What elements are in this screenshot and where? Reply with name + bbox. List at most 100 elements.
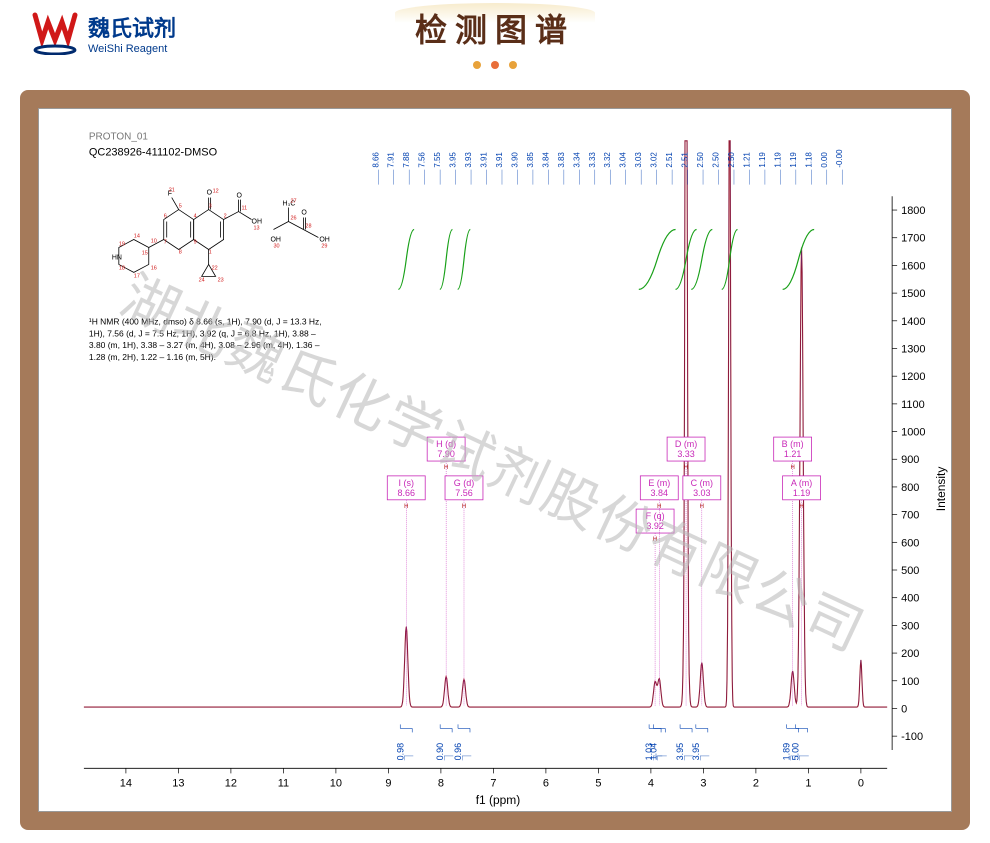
svg-text:1300: 1300 — [901, 343, 925, 355]
svg-text:7.55: 7.55 — [433, 152, 442, 168]
svg-text:A (m): A (m) — [791, 478, 812, 488]
svg-text:HN: HN — [112, 254, 122, 261]
svg-text:22: 22 — [212, 265, 218, 271]
svg-text:H: H — [790, 465, 794, 471]
svg-text:600: 600 — [901, 537, 919, 549]
svg-text:3.93: 3.93 — [464, 152, 473, 168]
svg-text:1100: 1100 — [901, 399, 925, 411]
svg-text:4: 4 — [194, 214, 197, 220]
svg-text:⏋: ⏋ — [461, 751, 472, 760]
title-dots — [415, 61, 575, 69]
svg-text:300: 300 — [901, 620, 919, 632]
logo-name-en: WeiShi Reagent — [88, 43, 176, 55]
svg-text:2.51: 2.51 — [681, 152, 690, 168]
logo-mark — [30, 10, 80, 55]
svg-text:E (m): E (m) — [648, 478, 670, 488]
svg-text:13: 13 — [254, 226, 260, 232]
x-axis-label: f1 (ppm) — [476, 793, 521, 807]
svg-text:7: 7 — [164, 239, 167, 245]
svg-text:12: 12 — [225, 777, 237, 789]
svg-text:-0.00: -0.00 — [835, 149, 844, 168]
svg-text:F (q): F (q) — [646, 511, 665, 521]
svg-text:3.32: 3.32 — [603, 152, 612, 168]
svg-text:1.21: 1.21 — [784, 449, 801, 459]
svg-text:19: 19 — [119, 241, 125, 247]
svg-text:29: 29 — [321, 243, 327, 249]
svg-text:G (d): G (d) — [454, 478, 474, 488]
svg-text:3.83: 3.83 — [557, 152, 566, 168]
svg-text:5: 5 — [179, 204, 182, 210]
svg-text:6: 6 — [543, 777, 549, 789]
svg-text:H: H — [700, 504, 704, 510]
svg-text:21: 21 — [169, 188, 175, 194]
svg-text:3.34: 3.34 — [572, 152, 581, 168]
svg-text:27: 27 — [290, 199, 296, 205]
svg-text:1600: 1600 — [901, 260, 925, 272]
svg-text:⏋: ⏋ — [799, 751, 810, 760]
svg-text:800: 800 — [901, 482, 919, 494]
svg-text:H: H — [684, 465, 688, 471]
svg-text:500: 500 — [901, 565, 919, 577]
svg-text:4: 4 — [648, 777, 654, 789]
svg-text:24: 24 — [199, 277, 205, 283]
svg-text:O: O — [301, 210, 307, 217]
svg-text:H (d): H (d) — [436, 439, 456, 449]
svg-text:2.50: 2.50 — [696, 152, 705, 168]
svg-text:900: 900 — [901, 454, 919, 466]
svg-text:200: 200 — [901, 648, 919, 660]
dot-icon — [491, 61, 499, 69]
svg-text:H: H — [404, 504, 408, 510]
svg-text:6: 6 — [164, 214, 167, 220]
svg-text:7.90: 7.90 — [437, 449, 454, 459]
svg-text:0: 0 — [901, 703, 907, 715]
svg-text:OH: OH — [270, 236, 280, 243]
svg-text:14: 14 — [134, 233, 140, 239]
svg-text:1000: 1000 — [901, 427, 925, 439]
svg-text:2: 2 — [753, 777, 759, 789]
svg-text:⏋: ⏋ — [403, 751, 414, 760]
svg-text:3.03: 3.03 — [634, 152, 643, 168]
molecule-structure: F O O OH HN O OH H₃C OH 546 793 218 1113… — [112, 188, 330, 284]
svg-text:3.92: 3.92 — [646, 521, 663, 531]
svg-text:2.50: 2.50 — [712, 152, 721, 168]
svg-text:0.00: 0.00 — [820, 152, 829, 168]
header: 魏氏试剂 WeiShi Reagent 检测图谱 — [0, 0, 990, 80]
svg-text:12: 12 — [213, 189, 219, 195]
svg-text:100: 100 — [901, 676, 919, 688]
chart-frame-outer: 湖北魏氏化学试剂股份有限公司 PROTON_01 QC238926-411102… — [20, 90, 970, 830]
svg-text:3.90: 3.90 — [510, 152, 519, 168]
svg-text:5: 5 — [595, 777, 601, 789]
svg-text:10: 10 — [151, 238, 157, 244]
svg-text:D (m): D (m) — [675, 439, 697, 449]
svg-text:23: 23 — [218, 277, 224, 283]
svg-text:0: 0 — [858, 777, 864, 789]
svg-text:⏋: ⏋ — [656, 751, 667, 760]
svg-text:-100: -100 — [901, 731, 923, 743]
svg-text:17: 17 — [134, 273, 140, 279]
svg-text:3: 3 — [700, 777, 706, 789]
svg-text:400: 400 — [901, 593, 919, 605]
svg-text:3.80 (m, 1H), 3.38 – 3.27 (m,: 3.80 (m, 1H), 3.38 – 3.27 (m, 4H), 3.08 … — [89, 340, 320, 350]
svg-text:7: 7 — [490, 777, 496, 789]
svg-text:1: 1 — [805, 777, 811, 789]
svg-text:1200: 1200 — [901, 371, 925, 383]
svg-text:14: 14 — [120, 777, 132, 789]
svg-text:¹H NMR (400 MHz, dmso) δ 8.66: ¹H NMR (400 MHz, dmso) δ 8.66 (s, 1H), 7… — [89, 316, 322, 326]
svg-text:30: 30 — [273, 243, 279, 249]
svg-text:O: O — [237, 193, 243, 200]
svg-text:3.84: 3.84 — [541, 152, 550, 168]
svg-text:1.19: 1.19 — [758, 152, 767, 168]
svg-text:3.04: 3.04 — [619, 152, 628, 168]
svg-text:1700: 1700 — [901, 233, 925, 245]
svg-text:7.56: 7.56 — [455, 488, 472, 498]
svg-text:15: 15 — [142, 250, 148, 256]
svg-text:1.18: 1.18 — [804, 152, 813, 168]
chart-frame-inner: 湖北魏氏化学试剂股份有限公司 PROTON_01 QC238926-411102… — [38, 108, 952, 812]
svg-text:1400: 1400 — [901, 316, 925, 328]
sample-id: QC238926-411102-DMSO — [89, 147, 217, 159]
svg-text:3.33: 3.33 — [588, 152, 597, 168]
svg-text:3.95: 3.95 — [449, 152, 458, 168]
svg-text:7.88: 7.88 — [402, 152, 411, 168]
svg-text:26: 26 — [290, 216, 296, 222]
svg-text:10: 10 — [330, 777, 342, 789]
